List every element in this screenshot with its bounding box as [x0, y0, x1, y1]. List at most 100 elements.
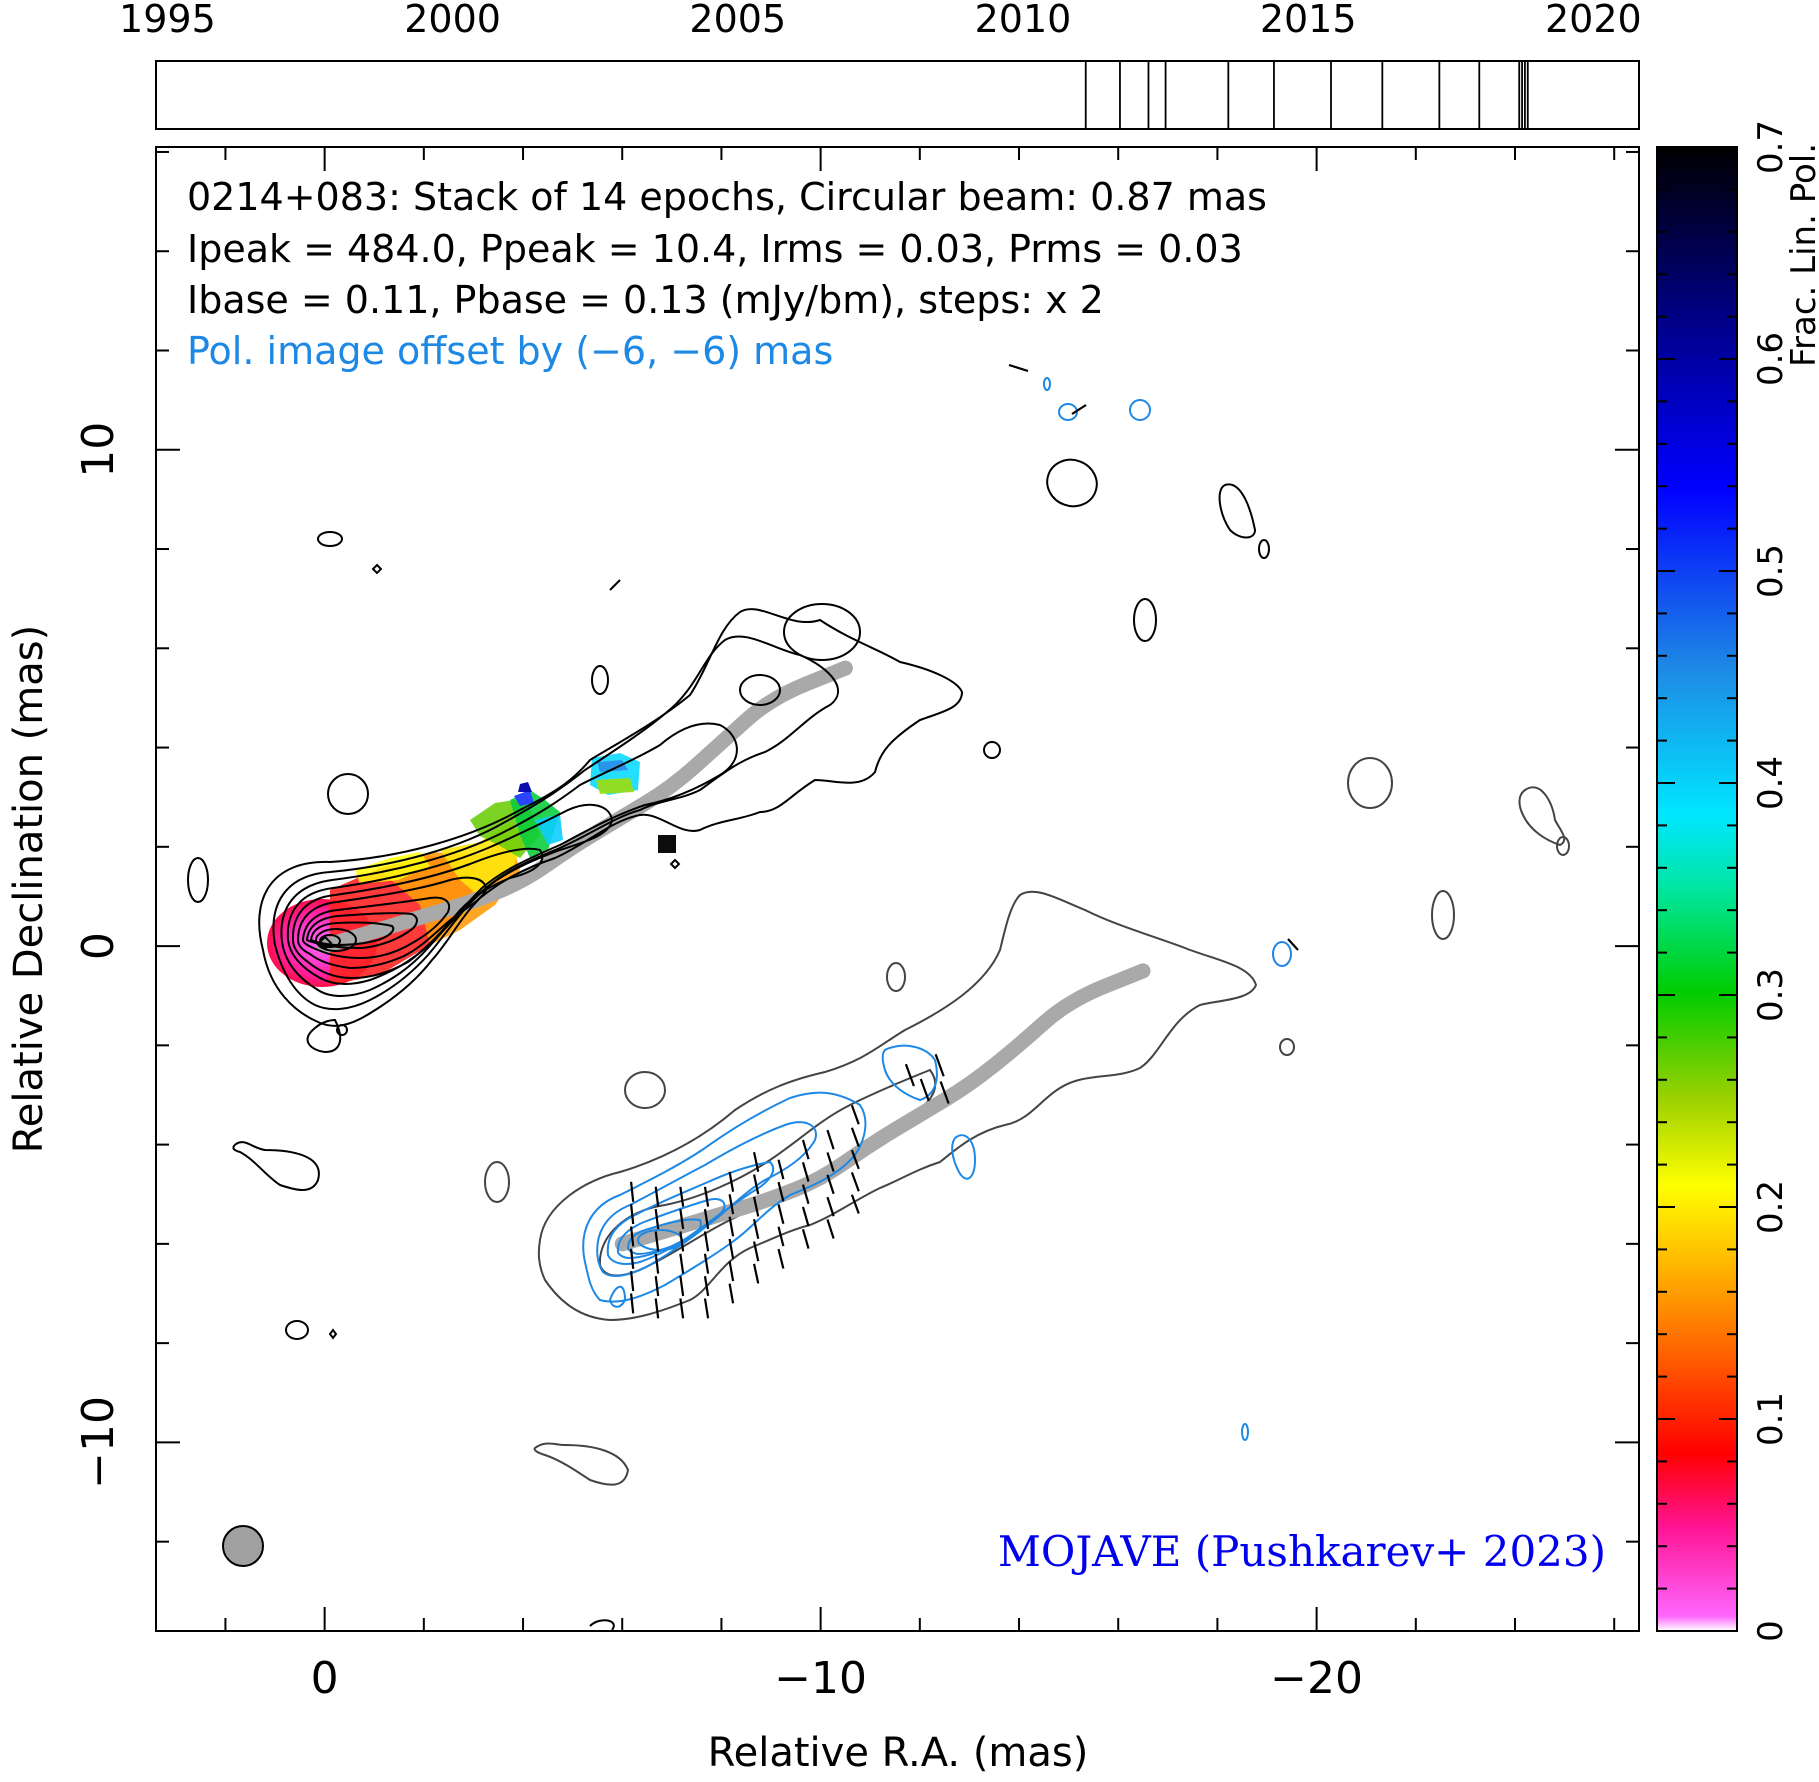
colorbar: 0 0.1 0.2 0.3 0.4 0.5 0.6 0.7 Frac. Lin. Pol. [1656, 120, 1819, 1642]
evpa-tick [826, 1174, 835, 1195]
contour-isolated [609, 579, 621, 591]
timeline-year-label: 2015 [1260, 0, 1357, 41]
evpa-tick [826, 1129, 835, 1150]
offset-contour-isolated [1518, 786, 1566, 847]
evpa-tick [752, 1174, 760, 1195]
evpa-tick [679, 1276, 685, 1297]
evpa-ticks [630, 363, 1299, 1319]
evpa-tick [850, 1172, 860, 1192]
evpa-tick [850, 1194, 860, 1214]
pol-contour-isolated [1129, 399, 1151, 421]
evpa-tick [801, 1206, 810, 1227]
evpa-tick [679, 1208, 685, 1230]
x-tick-label: −10 [774, 1653, 867, 1704]
evpa-tick [654, 1186, 660, 1207]
evpa-tick [777, 1181, 785, 1202]
x-axis-label: Relative R.A. (mas) [708, 1730, 1089, 1776]
evpa-tick [801, 1139, 810, 1160]
evpa-tick [728, 1171, 735, 1192]
contour-isolated [1133, 598, 1157, 642]
evpa-tick [1008, 363, 1029, 373]
colorbar-tick-label: 0 [1751, 1620, 1791, 1642]
colorbar-tick-label: 0.2 [1751, 1180, 1791, 1234]
contour-isolated [187, 857, 209, 903]
contour-isolated [328, 1328, 338, 1340]
colorbar-gradient [1656, 146, 1738, 1632]
colorbar-tick-label: 0.1 [1751, 1392, 1791, 1446]
axis-ticks [156, 147, 1639, 1631]
contour-isolated [336, 1024, 348, 1036]
evpa-tick [703, 1298, 710, 1319]
polarization-ridge-line [614, 963, 1151, 1252]
polarized-intensity-contours [582, 377, 1292, 1441]
info-line-3: Ibase = 0.11, Pbase = 0.13 (mJy/bm), ste… [187, 278, 1104, 322]
contour-level-12 [317, 935, 333, 951]
evpa-tick [752, 1196, 760, 1217]
contour-isolated [589, 1619, 615, 1631]
evpa-tick [919, 1078, 930, 1102]
evpa-tick [679, 1186, 685, 1207]
evpa-tick [654, 1208, 660, 1230]
fpol-cyan-patch [535, 814, 563, 845]
y-tick-label: −10 [73, 1396, 124, 1489]
evpa-tick [777, 1248, 785, 1269]
offset-contour-isolated [533, 1442, 630, 1486]
evpa-tick [703, 1231, 710, 1252]
offset-contour-inner [598, 1068, 937, 1277]
timeline-frame [155, 60, 1640, 130]
contour-isolated [1046, 458, 1098, 508]
contour-isolated [232, 1141, 320, 1191]
total-intensity-contours [187, 458, 1270, 1631]
evpa-tick [630, 1226, 635, 1247]
total-intensity-ridge-line [317, 660, 853, 954]
contour-isolated [317, 531, 343, 547]
colorbar-tick-label: 0.3 [1751, 968, 1791, 1022]
offset-contour-isolated [1347, 757, 1393, 809]
offset-contour-isolated [624, 1071, 666, 1109]
colorbar-label: Frac. Lin. Pol. [1784, 143, 1819, 367]
pol-offset-note: Pol. image offset by (−6, −6) mas [187, 329, 833, 373]
fpol-darkblue-patch [518, 782, 532, 792]
fpol-black-patch [658, 835, 676, 853]
pol-contour-isolated [951, 1134, 977, 1180]
timeline-year-label: 2010 [975, 0, 1072, 41]
timeline-year-label: 2020 [1545, 0, 1642, 41]
x-tick-label: −20 [1270, 1653, 1363, 1704]
fpol-blue-patch [514, 790, 534, 806]
evpa-tick [904, 1063, 915, 1087]
colorbar-tick-label: 0.6 [1751, 332, 1791, 386]
contour-level-7 [301, 896, 450, 960]
timeline-year-label: 2000 [404, 0, 501, 41]
contour-level-10 [315, 928, 357, 952]
evpa-tick [826, 1196, 835, 1217]
contour-level-4 [286, 803, 614, 985]
restoring-beam [222, 1525, 264, 1567]
axis-tick-labels: 0 −10 −20 −10 0 10 [73, 422, 1363, 1704]
timeline-year-label: 2005 [689, 0, 786, 41]
contour-isolated [327, 773, 369, 815]
y-axis-label: Relative Declination (mas) [6, 625, 52, 1153]
colorbar-tick-label: 0.7 [1751, 120, 1791, 174]
contour-isolated [739, 674, 781, 706]
contour-isolated [1218, 483, 1257, 539]
evpa-tick [679, 1231, 685, 1252]
evpa-tick [703, 1276, 710, 1297]
evpa-tick [630, 1271, 635, 1292]
plot-area [187, 363, 1570, 1631]
colorbar-tick-label: 0.4 [1751, 756, 1791, 810]
offset-contour-isolated [1279, 1038, 1295, 1056]
evpa-tick [777, 1204, 785, 1225]
fpol-yellow-edge [355, 852, 430, 884]
evpa-tick [654, 1298, 660, 1319]
y-tick-label: 0 [73, 932, 124, 960]
evpa-tick [728, 1238, 735, 1259]
evpa-tick [654, 1231, 660, 1252]
offset-contour-isolated [1431, 890, 1455, 940]
timeline-year-labels: 1995 2000 2005 2010 2015 2020 [119, 0, 1642, 41]
evpa-tick [1071, 404, 1087, 415]
contour-isolated [983, 741, 1001, 759]
evpa-tick [934, 1053, 945, 1077]
y-tick-label: 10 [73, 422, 124, 478]
evpa-tick [801, 1161, 810, 1182]
pol-contour-3 [606, 1160, 775, 1265]
